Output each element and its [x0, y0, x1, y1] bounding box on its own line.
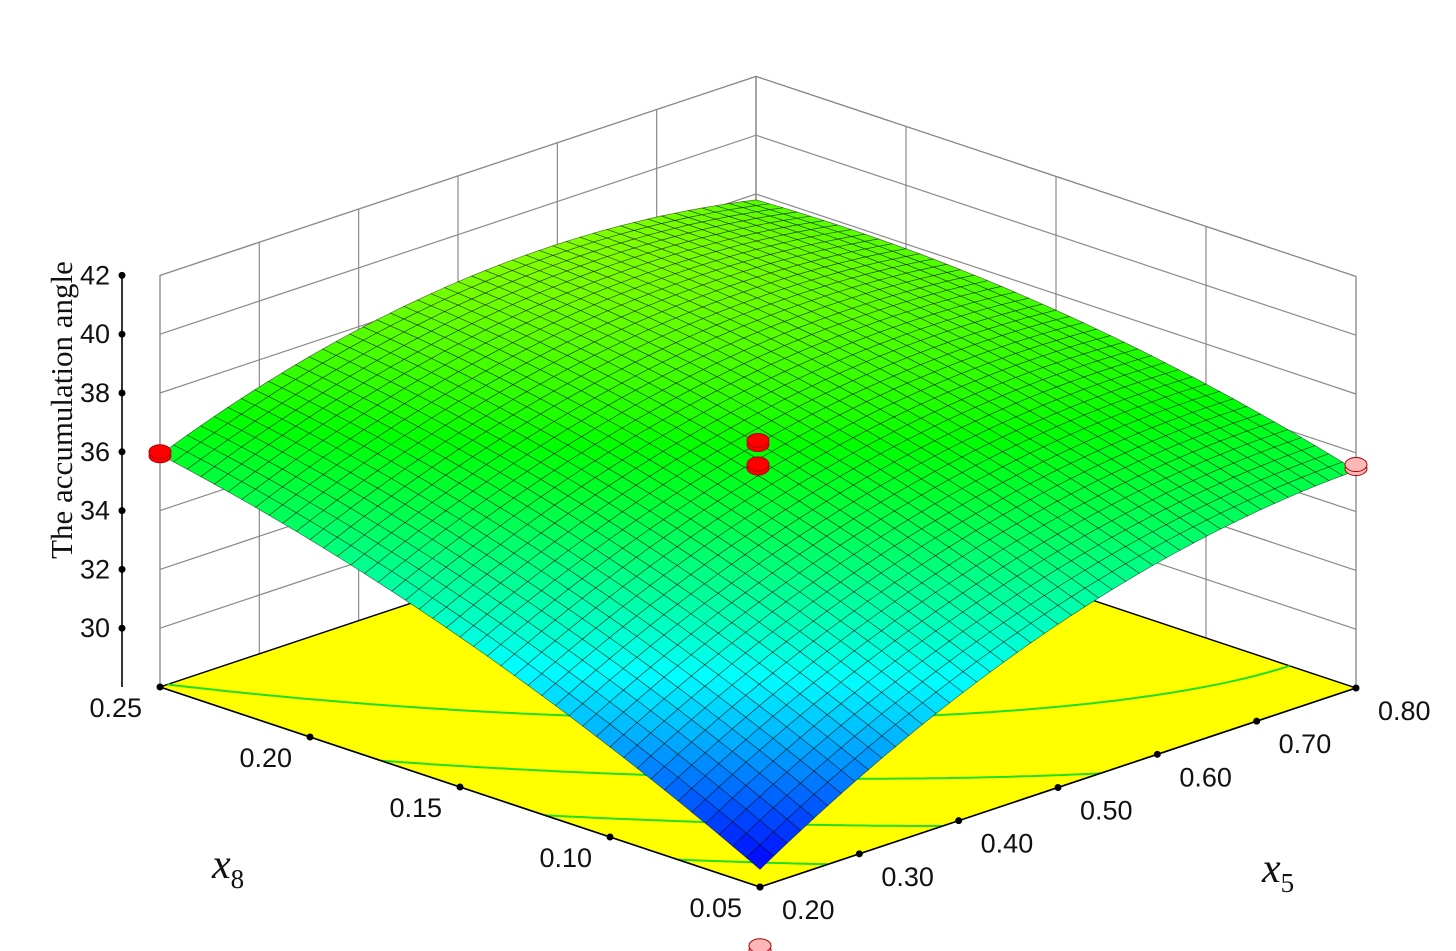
x5-tick-mark [1054, 784, 1062, 791]
x5-tick-mark [1253, 717, 1261, 725]
x5-tick-label: 0.20 [782, 895, 835, 925]
x8-tick-label: 0.05 [689, 893, 742, 923]
z-tick-mark [118, 271, 126, 279]
x5-tick-mark [955, 817, 963, 825]
x5-tick-label: 0.60 [1179, 762, 1232, 792]
z-tick-label: 38 [80, 378, 110, 408]
x5-tick-label: 0.80 [1378, 696, 1431, 726]
z-tick-mark [118, 507, 126, 515]
response-surface [159, 199, 1357, 870]
x8-axis-title-sub: 8 [231, 864, 245, 894]
x8-axis-title: x8 [211, 842, 244, 894]
z-axis-title: The accumulation angle [44, 261, 79, 559]
design-point [746, 433, 770, 449]
x5-tick-mark [1153, 750, 1161, 758]
x5-tick-mark [855, 850, 863, 858]
x8-axis-title-main: x [211, 842, 231, 888]
design-point [748, 938, 772, 951]
axis-labels: The accumulation angle x5 x8 [44, 261, 1294, 898]
z-tick-mark [118, 448, 126, 456]
z-tick-mark [118, 330, 126, 338]
x8-tick-label: 0.20 [239, 743, 292, 773]
x8-tick-label: 0.10 [539, 843, 592, 873]
x8-tick-mark [306, 733, 314, 741]
z-tick-label: 40 [80, 319, 110, 349]
x5-axis-title-main: x [1261, 846, 1281, 892]
z-tick-mark [118, 389, 126, 397]
x5-tick-label: 0.70 [1279, 729, 1332, 759]
z-tick-mark [118, 624, 126, 632]
x5-tick-mark [1352, 684, 1360, 692]
x8-tick-mark [756, 883, 764, 891]
x5-tick-label: 0.40 [981, 829, 1034, 859]
design-point [746, 456, 770, 472]
x5-axis-title-sub: 5 [1281, 868, 1295, 898]
floor-contour [677, 858, 828, 866]
x8-tick-mark [606, 833, 614, 841]
axes: 30 32 34 36 38 40 42 0.20 0.30 0.40 0.50 0.60 0.70 0.… [80, 260, 1431, 925]
x8-tick-mark [456, 783, 464, 791]
z-tick-label: 36 [80, 437, 110, 467]
x8-tick-label: 0.25 [89, 693, 142, 723]
surface-cell [745, 844, 775, 870]
z-tick-label: 42 [80, 260, 110, 290]
design-point [1344, 457, 1368, 473]
z-tick-label: 32 [80, 554, 110, 584]
x8-tick-mark [156, 683, 164, 691]
z-tick-label: 30 [80, 613, 110, 643]
z-tick-label: 34 [80, 496, 110, 526]
x5-tick-label: 0.50 [1080, 796, 1133, 826]
x8-tick-label: 0.15 [389, 793, 442, 823]
x5-axis-title: x5 [1261, 846, 1294, 898]
x5-tick-label: 0.30 [881, 862, 934, 892]
design-point [148, 444, 172, 460]
design-points [148, 433, 1368, 951]
z-tick-mark [118, 565, 126, 573]
